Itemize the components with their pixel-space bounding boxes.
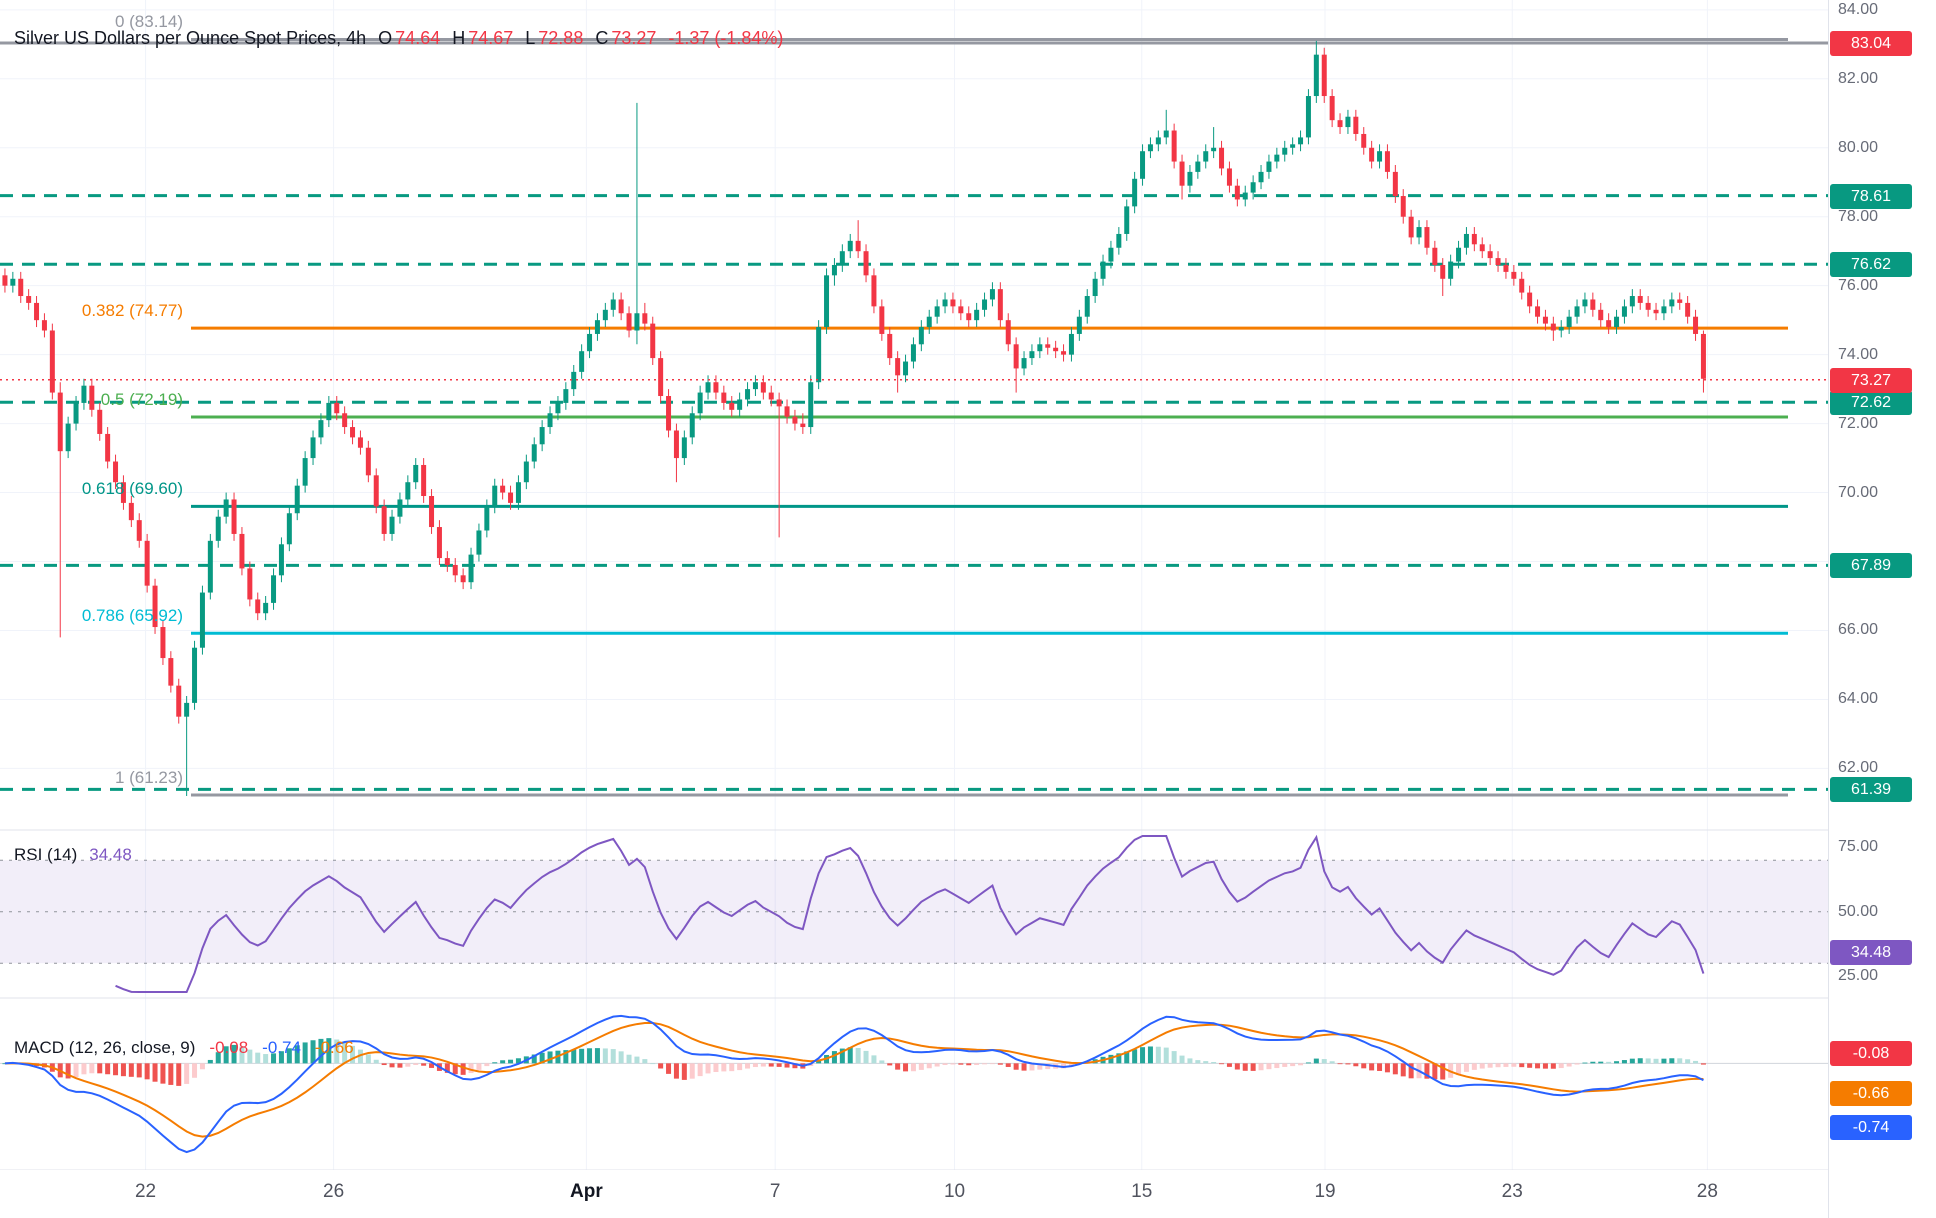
axis-price-badge: 76.62 xyxy=(1830,252,1912,278)
rsi-value: 34.48 xyxy=(89,845,132,864)
close-value: 73.27 xyxy=(611,28,657,48)
high-value: 74.67 xyxy=(468,28,514,48)
axis-price-badge: 34.48 xyxy=(1830,939,1912,965)
axis-price-label: 70.00 xyxy=(1838,483,1879,501)
price-chart-canvas[interactable] xyxy=(0,0,1828,1170)
rsi-band xyxy=(0,859,1828,964)
macd-histogram-value: -0.08 xyxy=(209,1038,249,1057)
low-value: 72.88 xyxy=(538,28,584,48)
symbol-title[interactable]: Silver US Dollars per Ounce Spot Prices,… xyxy=(14,28,367,48)
change-value: -1.37 (-1.84%) xyxy=(668,28,784,48)
axis-time-label: 7 xyxy=(769,1181,781,1202)
rsi-title[interactable]: RSI (14) xyxy=(14,845,78,864)
axis-time-label: 22 xyxy=(134,1181,157,1202)
close-label: C xyxy=(595,28,609,48)
axis-price-badge: 78.61 xyxy=(1830,183,1912,209)
macd-line xyxy=(4,1014,1704,1154)
macd-legend: MACD (12, 26, close, 9) -0.08 -0.74 -0.6… xyxy=(14,1038,354,1058)
axis-time-label: 28 xyxy=(1696,1181,1718,1202)
axis-price-label: 78.00 xyxy=(1838,207,1879,225)
axis-price-badge: -0.66 xyxy=(1830,1081,1912,1106)
axis-time-label: 10 xyxy=(943,1181,966,1202)
axis-price-label: 75.00 xyxy=(1838,838,1879,856)
fib-level-label: 0 (83.14) xyxy=(114,12,183,32)
high-label: H xyxy=(452,28,466,48)
fib-level-label: 0.618 (69.60) xyxy=(81,479,183,499)
horizontal-levels xyxy=(0,41,1828,791)
low-label: L xyxy=(525,28,536,48)
macd-signal-value: -0.66 xyxy=(314,1038,354,1057)
axis-price-label: 25.00 xyxy=(1838,967,1879,985)
time-axis[interactable]: 22 26 Apr 7 10 15 19 23 28 xyxy=(0,1170,1828,1218)
axis-time-label: Apr xyxy=(570,1181,603,1202)
axis-price-badge: 83.04 xyxy=(1830,30,1912,56)
macd-signal-line xyxy=(4,1022,1704,1138)
axis-price-label: 84.00 xyxy=(1838,0,1879,18)
rsi-legend: RSI (14) 34.48 xyxy=(14,845,132,865)
rsi-line xyxy=(115,834,1705,993)
axis-price-label: 72.00 xyxy=(1838,414,1879,432)
fib-level-label: 0.382 (74.77) xyxy=(81,301,183,321)
macd-title[interactable]: MACD (12, 26, close, 9) xyxy=(14,1038,196,1057)
macd-line-value: -0.74 xyxy=(262,1038,301,1057)
axis-price-label: 80.00 xyxy=(1838,138,1879,156)
axis-price-label: 50.00 xyxy=(1838,902,1879,920)
axis-time-label: 15 xyxy=(1131,1181,1153,1202)
axis-price-label: 64.00 xyxy=(1838,690,1879,708)
axis-price-badge: 67.89 xyxy=(1830,553,1912,579)
open-value: 74.64 xyxy=(395,28,441,48)
axis-price-badge: 72.62 xyxy=(1830,390,1912,416)
axis-price-badge: -0.08 xyxy=(1830,1041,1912,1066)
axis-price-label: 66.00 xyxy=(1838,621,1879,639)
fib-level-label: 0.5 (72.19) xyxy=(100,390,183,410)
axis-price-label: 82.00 xyxy=(1838,69,1879,87)
fib-level-label: 1 (61.23) xyxy=(114,767,183,787)
axis-price-badge: 73.27 xyxy=(1830,367,1912,393)
axis-time-label: 26 xyxy=(323,1181,345,1202)
axis-price-label: 74.00 xyxy=(1838,345,1879,363)
fib-level-label: 0.786 (65.92) xyxy=(81,606,183,626)
fib-retracement xyxy=(191,37,1788,797)
price-axis[interactable]: 84.00 82.00 80.00 78.00 76.00 74.00 72.00 70.00… xyxy=(1828,0,1936,1218)
axis-price-badge: -0.74 xyxy=(1830,1115,1912,1140)
axis-price-label: 62.00 xyxy=(1838,759,1879,777)
candles xyxy=(2,40,1706,796)
symbol-legend: Silver US Dollars per Ounce Spot Prices,… xyxy=(14,28,783,49)
axis-price-badge: 61.39 xyxy=(1830,777,1912,803)
macd-histogram xyxy=(2,1038,1706,1086)
axis-price-label: 76.00 xyxy=(1838,276,1879,294)
axis-time-label: 23 xyxy=(1501,1181,1523,1202)
axis-time-label: 19 xyxy=(1314,1181,1336,1202)
open-label: O xyxy=(378,28,393,48)
